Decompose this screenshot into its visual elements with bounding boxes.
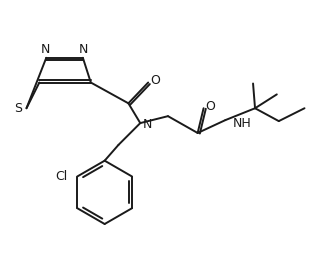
Text: NH: NH [232,117,251,130]
Text: Cl: Cl [55,170,68,183]
Text: N: N [79,43,88,56]
Text: S: S [15,102,22,115]
Text: O: O [150,74,160,87]
Text: O: O [206,100,215,113]
Text: N: N [41,43,50,56]
Text: N: N [143,118,152,130]
